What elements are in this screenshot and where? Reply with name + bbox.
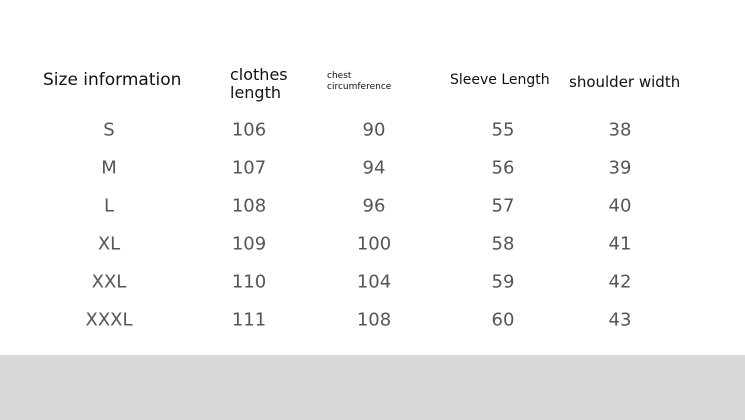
cell-sleeve-length: 57	[491, 195, 515, 217]
cell-shoulder-width: 38	[608, 119, 632, 141]
header-clothes-length-line1: clothes	[230, 65, 288, 84]
cell-chest: 100	[356, 233, 392, 255]
cell-size: M	[101, 157, 117, 179]
footer-band	[0, 355, 745, 420]
cell-shoulder-width: 43	[608, 309, 632, 331]
cell-clothes-length: 110	[231, 271, 267, 293]
cell-sleeve-length: 56	[491, 157, 515, 179]
cell-shoulder-width: 39	[608, 157, 632, 179]
cell-size: L	[103, 195, 115, 217]
header-chest-line1: chest	[327, 71, 352, 81]
cell-sleeve-length: 59	[491, 271, 515, 293]
cell-chest: 108	[356, 309, 392, 331]
cell-chest: 94	[362, 157, 386, 179]
cell-size: XXXL	[85, 309, 133, 331]
cell-clothes-length: 111	[231, 309, 267, 331]
header-clothes-length: clothes length	[230, 66, 288, 102]
cell-size: S	[103, 119, 115, 141]
cell-clothes-length: 109	[231, 233, 267, 255]
cell-chest: 90	[362, 119, 386, 141]
cell-shoulder-width: 41	[608, 233, 632, 255]
cell-sleeve-length: 58	[491, 233, 515, 255]
cell-sleeve-length: 60	[491, 309, 515, 331]
cell-clothes-length: 107	[231, 157, 267, 179]
cell-clothes-length: 108	[231, 195, 267, 217]
cell-size: XL	[97, 233, 121, 255]
cell-size: XXL	[91, 271, 127, 293]
cell-chest: 96	[362, 195, 386, 217]
header-chest-circumference: chest circumference	[327, 71, 391, 93]
header-clothes-length-line2: length	[230, 83, 281, 102]
header-size-information: Size information	[43, 70, 182, 90]
header-shoulder-width: shoulder width	[569, 73, 681, 91]
header-sleeve-length: Sleeve Length	[450, 72, 550, 88]
header-chest-line2: circumference	[327, 82, 392, 92]
cell-chest: 104	[356, 271, 392, 293]
cell-clothes-length: 106	[231, 119, 267, 141]
cell-sleeve-length: 55	[491, 119, 515, 141]
cell-shoulder-width: 42	[608, 271, 632, 293]
cell-shoulder-width: 40	[608, 195, 632, 217]
